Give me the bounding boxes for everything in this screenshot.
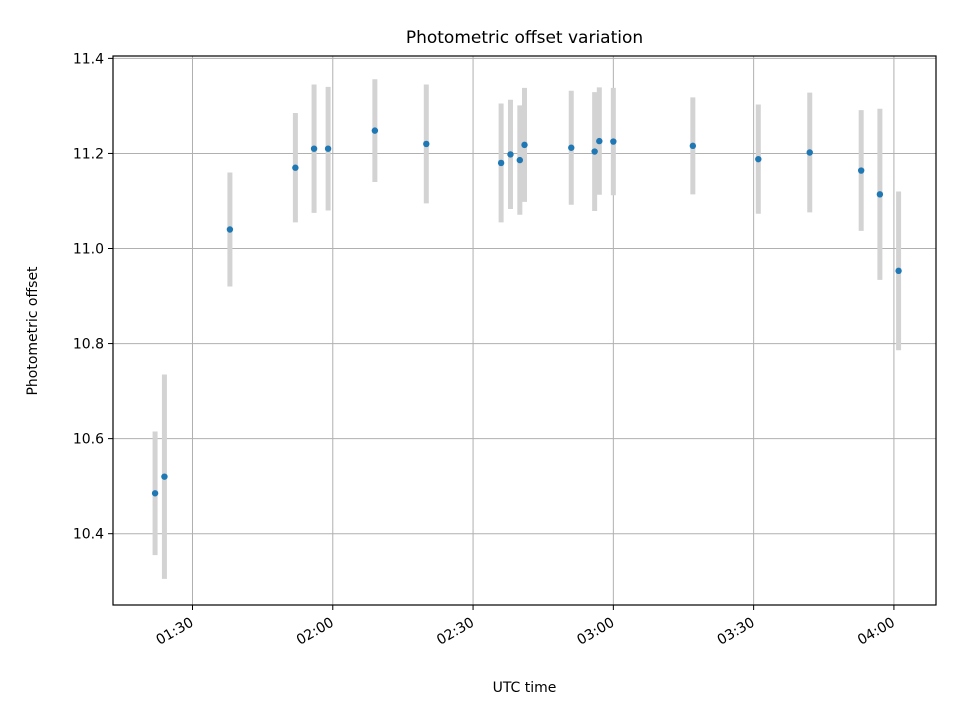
data-point [292,164,299,171]
y-tick-label: 11.4 [73,51,104,67]
data-point [689,142,697,150]
data-point [371,127,379,134]
y-tick-label: 11.0 [73,242,104,258]
y-tick-label: 10.8 [73,337,104,353]
y-axis-label: Photometric offset [25,266,41,396]
data-point [423,140,430,148]
y-tick-label: 11.2 [73,146,104,162]
chart-title: Photometric offset variation [406,28,643,48]
data-point [568,144,575,151]
data-point [895,267,902,275]
y-tick-label: 10.6 [73,432,104,448]
data-point [324,145,332,152]
data-point [497,159,505,167]
data-point [755,155,762,163]
x-axis-label: UTC time [493,680,557,696]
data-point [226,226,234,233]
plot-frame [112,55,937,606]
data-point [516,156,524,164]
data-point [161,473,168,480]
data-point [591,148,598,155]
data-point [857,167,865,174]
data-point [610,138,617,145]
data-point [806,149,813,156]
y-axis: 10.4 10.6 10.8 11.0 11.2 11.4 [73,51,113,543]
data-point [521,141,528,149]
data-points [151,127,902,497]
y-tick-label: 10.4 [73,527,104,543]
data-point [596,137,603,145]
data-point [151,490,159,497]
data-point [507,151,514,158]
data-point [310,145,318,152]
data-point [876,191,884,198]
